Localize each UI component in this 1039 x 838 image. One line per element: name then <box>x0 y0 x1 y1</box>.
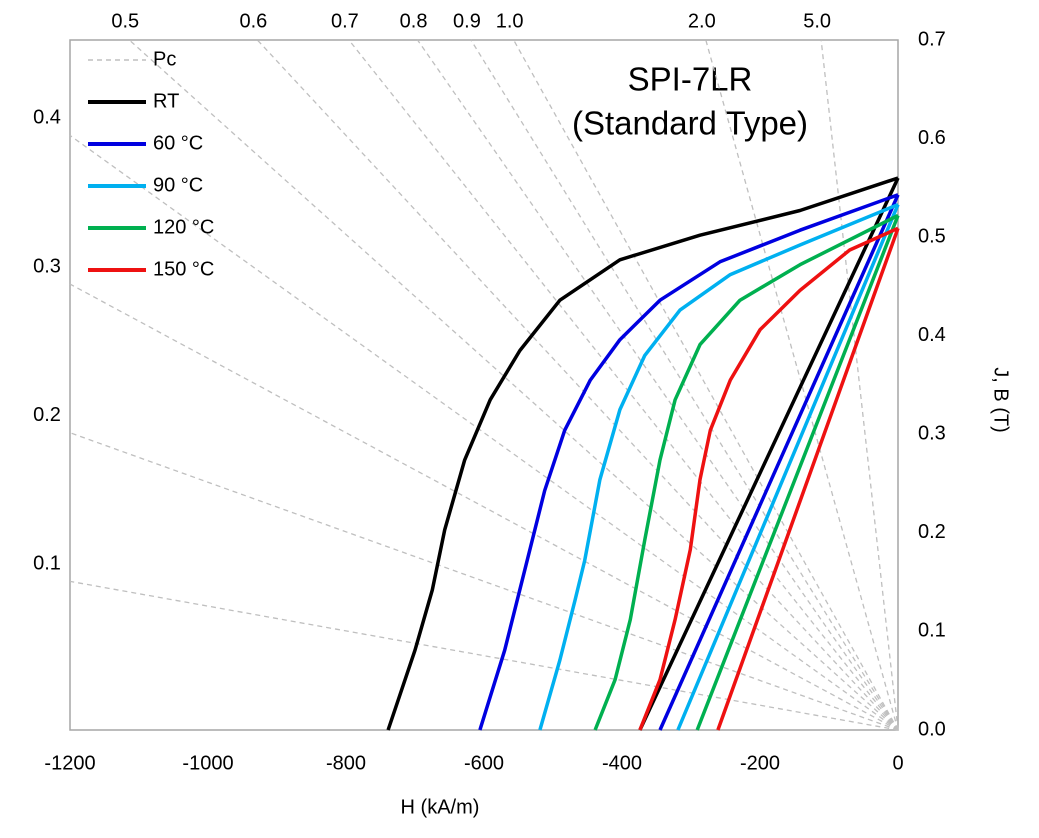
permeance-line <box>128 39 899 731</box>
permeance-label: 0.4 <box>33 107 61 129</box>
permeance-label: 0.9 <box>453 10 481 32</box>
b-line <box>676 203 900 731</box>
b-line <box>716 227 900 731</box>
x-tick-label: -400 <box>602 752 642 774</box>
permeance-label: 5.0 <box>803 10 831 32</box>
y-tick-label: 0.1 <box>918 620 946 642</box>
plot-area <box>69 39 899 731</box>
legend-label: 60 °C <box>153 132 203 154</box>
y-tick-label: 0.2 <box>918 521 946 543</box>
x-tick-label: -1000 <box>182 752 233 774</box>
permeance-label: 2.0 <box>688 10 716 32</box>
permeance-label: 0.3 <box>33 255 61 277</box>
y-tick-label: 0.4 <box>918 324 946 346</box>
b-line <box>658 194 900 731</box>
legend-label: Pc <box>153 48 176 70</box>
b-line <box>638 177 900 731</box>
j-curve <box>386 176 899 731</box>
x-tick-label: -1200 <box>44 752 95 774</box>
x-tick-label: -600 <box>464 752 504 774</box>
j-curve <box>538 202 899 731</box>
permeance-label: 0.8 <box>400 10 428 32</box>
x-axis-label: H (kA/m) <box>401 796 480 818</box>
y-tick-label: 0.0 <box>918 718 946 740</box>
y-tick-label: 0.6 <box>918 127 946 149</box>
y-tick-label: 0.5 <box>918 225 946 247</box>
legend-label: RT <box>153 90 179 112</box>
permeance-line <box>69 134 899 731</box>
legend-label: 90 °C <box>153 174 203 196</box>
permeance-line <box>705 39 899 731</box>
permeance-line <box>69 580 899 731</box>
y-tick-label: 0.3 <box>918 423 946 445</box>
j-curve <box>638 226 899 731</box>
x-tick-label: 0 <box>892 752 903 774</box>
permeance-line <box>69 432 899 731</box>
permeance-line <box>256 39 899 731</box>
y-tick-label: 0.7 <box>918 28 946 50</box>
permeance-label: 0.6 <box>239 10 267 32</box>
permeance-label: 0.5 <box>111 10 139 32</box>
permeance-line <box>69 283 899 731</box>
permeance-label: 0.2 <box>33 404 61 426</box>
x-tick-label: -200 <box>740 752 780 774</box>
chart-title: SPI-7LR <box>628 61 753 98</box>
legend-label: 120 °C <box>153 216 214 238</box>
permeance-line <box>820 39 899 731</box>
x-tick-label: -800 <box>326 752 366 774</box>
permeance-line <box>513 39 899 731</box>
permeance-line <box>348 39 899 731</box>
chart-subtitle: (Standard Type) <box>572 105 808 142</box>
permeance-label: 0.1 <box>33 553 61 575</box>
j-curve <box>478 193 899 731</box>
y-axis-label: J, B (T) <box>990 367 1012 433</box>
permeance-label: 0.7 <box>331 10 359 32</box>
permeance-line <box>417 39 899 731</box>
permeance-line <box>470 39 899 731</box>
permeance-label: 1.0 <box>496 10 524 32</box>
b-line <box>695 214 900 731</box>
j-curve <box>593 213 899 731</box>
legend-label: 150 °C <box>153 258 214 280</box>
